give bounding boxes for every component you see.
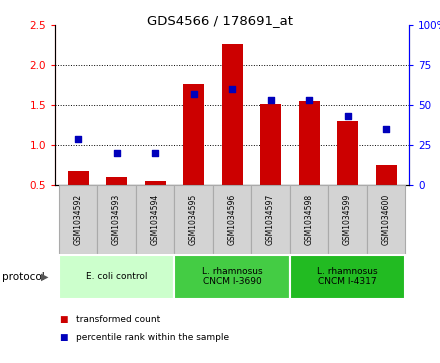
- Bar: [106, 177, 127, 185]
- Bar: [59, 185, 97, 254]
- Bar: [260, 104, 281, 185]
- Text: GSM1034592: GSM1034592: [73, 194, 83, 245]
- Point: [75, 136, 82, 142]
- Bar: [136, 185, 174, 254]
- Point: [229, 86, 236, 92]
- Text: ■: ■: [59, 315, 68, 324]
- Bar: [367, 185, 405, 254]
- Bar: [174, 185, 213, 254]
- Text: GSM1034594: GSM1034594: [150, 194, 160, 245]
- Bar: [183, 84, 204, 185]
- Bar: [251, 185, 290, 254]
- Bar: [59, 255, 174, 298]
- Text: GSM1034600: GSM1034600: [381, 194, 391, 245]
- Bar: [290, 255, 405, 298]
- Point: [267, 98, 274, 103]
- Text: GSM1034598: GSM1034598: [304, 194, 314, 245]
- Text: L. rhamnosus
CNCM I-3690: L. rhamnosus CNCM I-3690: [202, 267, 262, 286]
- Point: [190, 91, 197, 97]
- Text: ■: ■: [59, 333, 68, 342]
- Text: transformed count: transformed count: [76, 315, 160, 324]
- Bar: [174, 255, 290, 298]
- Point: [113, 150, 120, 156]
- Bar: [375, 165, 397, 185]
- Point: [151, 150, 159, 156]
- Point: [344, 114, 351, 119]
- Bar: [144, 181, 166, 185]
- Text: E. coli control: E. coli control: [86, 272, 147, 281]
- Point: [306, 98, 313, 103]
- Text: percentile rank within the sample: percentile rank within the sample: [76, 333, 229, 342]
- Text: GSM1034596: GSM1034596: [227, 194, 237, 245]
- Bar: [290, 185, 328, 254]
- Bar: [67, 171, 89, 185]
- Text: GSM1034593: GSM1034593: [112, 194, 121, 245]
- Text: protocol: protocol: [2, 272, 45, 282]
- Bar: [337, 121, 358, 185]
- Text: GSM1034599: GSM1034599: [343, 194, 352, 245]
- Bar: [221, 44, 243, 185]
- Text: GSM1034595: GSM1034595: [189, 194, 198, 245]
- Bar: [97, 185, 136, 254]
- Bar: [213, 185, 251, 254]
- Bar: [328, 185, 367, 254]
- Text: GSM1034597: GSM1034597: [266, 194, 275, 245]
- Bar: [298, 101, 320, 185]
- Text: ▶: ▶: [40, 272, 48, 282]
- Text: GDS4566 / 178691_at: GDS4566 / 178691_at: [147, 15, 293, 28]
- Text: L. rhamnosus
CNCM I-4317: L. rhamnosus CNCM I-4317: [317, 267, 378, 286]
- Point: [383, 126, 390, 132]
